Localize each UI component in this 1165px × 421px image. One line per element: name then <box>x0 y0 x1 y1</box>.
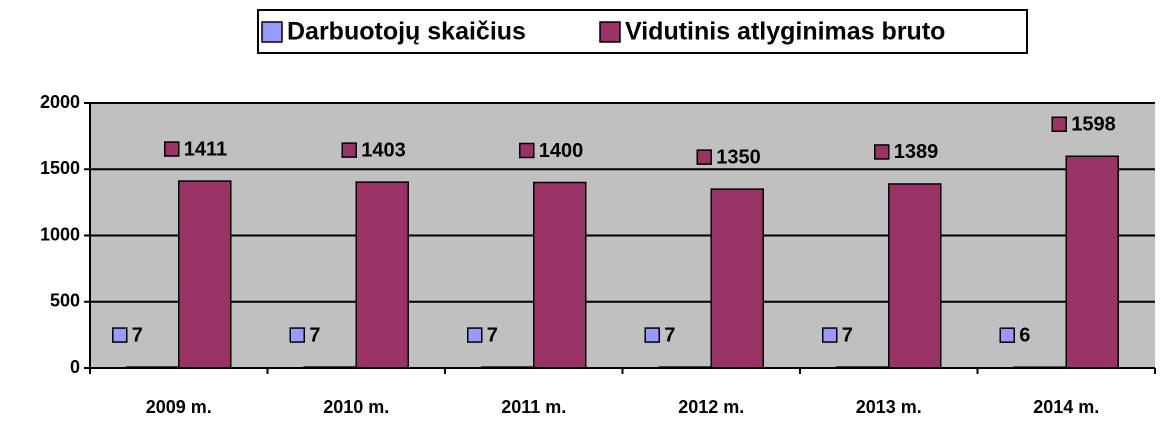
value-label: 1598 <box>1071 114 1116 136</box>
value-label-key <box>822 327 838 343</box>
legend-box <box>257 9 1028 54</box>
y-tick-label: 1000 <box>40 224 80 244</box>
x-tick-label: 2013 m. <box>856 397 922 417</box>
value-label: 1411 <box>184 138 227 160</box>
value-label: 7 <box>842 324 853 346</box>
bar <box>710 188 764 369</box>
value-label: 6 <box>1019 324 1030 346</box>
value-label: 7 <box>664 324 675 346</box>
legend-key <box>599 21 621 43</box>
value-label-key <box>112 327 128 343</box>
value-label-key <box>874 144 890 160</box>
value-label-key <box>519 142 535 159</box>
value-label-key <box>467 327 483 343</box>
y-tick-label: 500 <box>50 291 80 311</box>
x-tick-label: 2011 m. <box>501 397 566 417</box>
value-label-key <box>644 327 660 343</box>
value-label-key <box>341 142 357 158</box>
value-label-key <box>164 141 180 157</box>
value-label: 1389 <box>894 141 939 163</box>
bar <box>355 181 409 369</box>
value-label: 7 <box>132 324 143 346</box>
y-tick-label: 2000 <box>40 92 80 112</box>
legend-label: Darbuotojų skaičius <box>287 18 526 46</box>
value-label: 1403 <box>361 139 406 161</box>
value-label: 1350 <box>716 146 761 168</box>
legend: Darbuotojų skaičius Vidutinis atlyginimas… <box>261 18 945 46</box>
x-tick-label: 2010 m. <box>323 397 389 417</box>
value-label-key <box>999 327 1015 343</box>
value-label-key <box>1051 116 1067 133</box>
y-tick-label: 0 <box>70 357 80 377</box>
value-label: 1400 <box>539 140 584 162</box>
bar <box>1065 155 1119 369</box>
x-tick-label: 2012 m. <box>678 397 744 417</box>
legend-key <box>261 21 283 43</box>
value-label-key <box>289 327 305 343</box>
x-tick-label: 2009 m. <box>146 397 212 417</box>
value-label: 7 <box>309 324 320 346</box>
bar <box>888 183 942 369</box>
value-label-key <box>696 149 712 165</box>
x-tick-label: 2014 m. <box>1033 397 1099 417</box>
value-label: 7 <box>487 324 498 346</box>
legend-label: Vidutinis atlyginimas bruto <box>625 18 945 46</box>
y-tick-label: 1500 <box>40 158 80 178</box>
bar <box>178 180 232 369</box>
bar <box>533 181 587 369</box>
